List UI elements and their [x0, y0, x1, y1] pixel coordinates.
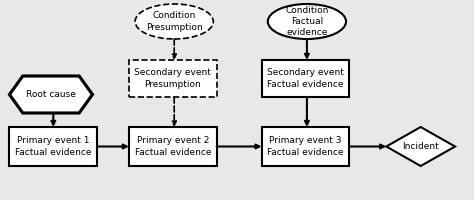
Text: Primary event 2
Factual evidence: Primary event 2 Factual evidence [135, 136, 211, 157]
Text: Root cause: Root cause [26, 90, 76, 99]
Polygon shape [386, 127, 455, 166]
Text: Incident: Incident [402, 142, 439, 151]
Polygon shape [9, 76, 92, 113]
Text: Primary event 1
Factual evidence: Primary event 1 Factual evidence [15, 136, 91, 157]
Bar [262, 60, 349, 97]
Text: Primary event 3
Factual evidence: Primary event 3 Factual evidence [267, 136, 344, 157]
Text: Secondary event
Presumption: Secondary event Presumption [134, 68, 211, 89]
Ellipse shape [135, 4, 213, 39]
Bar [9, 127, 97, 166]
Text: Secondary event
Factual evidence: Secondary event Factual evidence [267, 68, 344, 89]
Text: Condition
Factual
evidence: Condition Factual evidence [285, 6, 328, 37]
Text: Condition
Presumption: Condition Presumption [146, 11, 202, 32]
Ellipse shape [268, 4, 346, 39]
Bar [262, 127, 349, 166]
Bar [129, 127, 217, 166]
Bar [129, 60, 217, 97]
